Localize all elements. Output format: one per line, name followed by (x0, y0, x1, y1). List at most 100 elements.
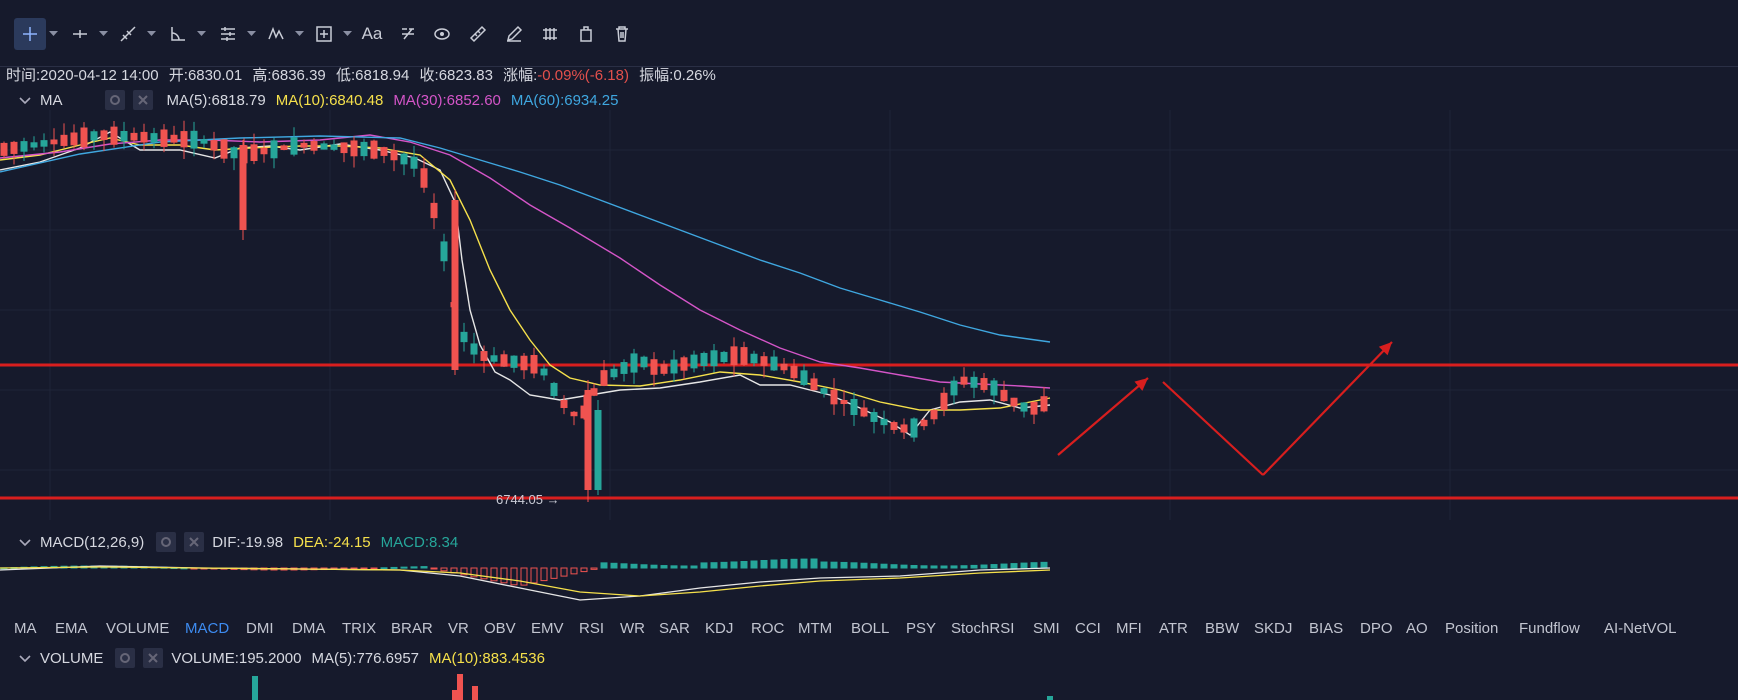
pencil-button[interactable] (498, 18, 530, 50)
trendline-button[interactable] (112, 18, 144, 50)
tab-vr[interactable]: VR (448, 619, 469, 637)
chevron-down-icon[interactable] (18, 93, 32, 107)
candlestick (550, 381, 558, 399)
ma30-label: MA(30): (393, 91, 447, 109)
trash-button[interactable] (606, 18, 638, 50)
tab-dpo[interactable]: DPO (1360, 619, 1393, 637)
volume-bar (472, 686, 478, 700)
volume-chart[interactable] (0, 670, 1738, 700)
candlestick (560, 395, 568, 415)
fibonacci-button[interactable] (212, 18, 244, 50)
candlestick (350, 136, 358, 168)
eye-button[interactable] (426, 18, 458, 50)
tab-skdj[interactable]: SKDJ (1254, 619, 1293, 637)
candlestick (920, 418, 928, 431)
tab-macd[interactable]: MACD (185, 619, 230, 637)
tab-dmi[interactable]: DMI (246, 619, 274, 637)
chevron-down-icon[interactable] (194, 18, 208, 50)
tab-wr[interactable]: WR (620, 619, 645, 637)
macd-histogram-bar (800, 558, 808, 569)
tab-trix[interactable]: TRIX (342, 619, 377, 637)
chevron-down-icon[interactable] (46, 18, 60, 50)
crosshair-button[interactable] (14, 18, 46, 50)
tab-ema[interactable]: EMA (55, 619, 88, 637)
chevron-down-icon[interactable] (96, 18, 110, 50)
tab-volume[interactable]: VOLUME (106, 619, 170, 637)
tab-emv[interactable]: EMV (531, 619, 564, 637)
tab-roc[interactable]: ROC (751, 619, 785, 637)
tab-fundflow[interactable]: Fundflow (1519, 619, 1580, 637)
tab-position[interactable]: Position (1445, 619, 1499, 637)
magnet-button[interactable] (392, 18, 424, 50)
wave-pattern-button[interactable] (260, 18, 292, 50)
macd-histogram-bar (680, 565, 688, 569)
ma30-value: 6852.60 (446, 91, 501, 109)
amplitude-value: 0.26% (673, 67, 716, 84)
tab-rsi[interactable]: RSI (579, 619, 605, 637)
candlestick (630, 348, 638, 384)
fibonacci-icon (221, 27, 235, 41)
settings-icon[interactable] (156, 532, 177, 552)
volume-value: 195.2000 (238, 649, 302, 667)
angle-tool-icon (171, 27, 185, 41)
chevron-down-icon[interactable] (18, 535, 32, 549)
tab-ao[interactable]: AO (1406, 619, 1428, 637)
tab-atr[interactable]: ATR (1159, 619, 1188, 637)
tab-sar[interactable]: SAR (659, 619, 690, 637)
tab-smi[interactable]: SMI (1033, 619, 1060, 637)
tab-psy[interactable]: PSY (906, 619, 937, 637)
toolbar-tool (112, 18, 158, 50)
tab-ma[interactable]: MA (14, 619, 37, 637)
candlestick (830, 378, 838, 415)
macd-histogram-bar (920, 565, 928, 569)
close-icon[interactable] (132, 90, 153, 110)
macd-histogram-bar (480, 567, 488, 580)
angle-tool-button[interactable] (162, 18, 194, 50)
tab-bbw[interactable]: BBW (1205, 619, 1240, 637)
clipboard-button[interactable] (570, 18, 602, 50)
chevron-down-icon[interactable] (18, 651, 32, 665)
tab-obv[interactable]: OBV (484, 619, 516, 637)
projection-arrow-up[interactable] (1262, 341, 1393, 476)
close-icon[interactable] (184, 532, 205, 552)
tab-brar[interactable]: BRAR (391, 619, 433, 637)
ma10-line (0, 137, 1051, 411)
measure-button[interactable] (308, 18, 340, 50)
text-tool-button[interactable]: Aa (356, 18, 388, 50)
tab-cci[interactable]: CCI (1075, 619, 1101, 637)
chevron-down-icon[interactable] (340, 18, 354, 50)
chevron-down-icon[interactable] (292, 18, 306, 50)
horizontal-line-button[interactable] (64, 18, 96, 50)
tab-mtm[interactable]: MTM (798, 619, 833, 637)
toolbar-tool (308, 18, 354, 50)
candlestick (250, 133, 258, 165)
settings-icon[interactable] (115, 648, 136, 668)
lock-button[interactable] (534, 18, 566, 50)
tab-kdj[interactable]: KDJ (705, 619, 734, 637)
projection-arrow-up[interactable] (1057, 377, 1149, 456)
tab-boll[interactable]: BOLL (851, 619, 890, 637)
tab-dma[interactable]: DMA (292, 619, 326, 637)
tab-stochrsi[interactable]: StochRSI (951, 619, 1015, 637)
close-icon[interactable] (143, 648, 164, 668)
candlestick (90, 129, 98, 150)
candlestick-chart[interactable] (0, 110, 1738, 520)
dif-value: -19.98 (240, 533, 284, 551)
candlestick (480, 345, 488, 373)
chevron-down-icon[interactable] (244, 18, 258, 50)
settings-icon[interactable] (104, 90, 125, 110)
projection-line-down[interactable] (1162, 381, 1264, 476)
ruler-button[interactable] (462, 18, 494, 50)
chevron-down-icon[interactable] (144, 18, 158, 50)
macd-chart[interactable] (0, 548, 1738, 618)
toolbar-tool (462, 18, 494, 50)
ma60-line (0, 135, 1051, 343)
close-value: 6823.83 (438, 67, 493, 84)
tab-mfi[interactable]: MFI (1116, 619, 1142, 637)
tab-bias[interactable]: BIAS (1309, 619, 1344, 637)
candlestick (590, 383, 598, 397)
tab-ai-netvol[interactable]: AI-NetVOL (1604, 619, 1677, 637)
low-label: 低: (335, 67, 356, 84)
candlestick (520, 352, 528, 380)
candlestick (500, 350, 508, 367)
